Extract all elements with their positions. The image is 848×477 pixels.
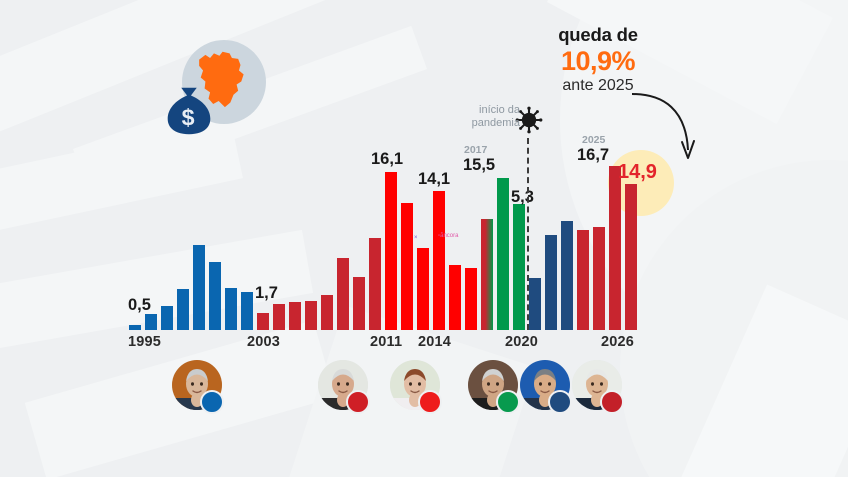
stray-mark-2: ▫ãncora [438,233,459,239]
value-label-16-1: 16,1 [371,150,404,168]
president-avatar-5[interactable] [572,360,624,414]
bar-2006[interactable] [305,301,318,330]
bar-2003[interactable] [257,313,270,330]
svg-text:$: $ [182,105,195,131]
brazil-map-icon [199,51,244,108]
value-label-5-3: 5,3 [511,188,534,206]
bar-2012[interactable] [401,203,414,330]
x-axis-label-2014: 2014 [418,334,452,350]
party-color-dot [548,390,572,414]
callout-line-3: ante 2025 [562,77,634,94]
party-color-dot [346,390,370,414]
bar-2018[interactable] [497,178,510,330]
bar-2008[interactable] [337,258,350,330]
bar-1995[interactable] [129,325,142,330]
value-label-1-7: 1,7 [255,284,278,302]
x-axis-label-1995: 1995 [128,334,162,350]
party-color-dot [418,390,442,414]
callout-percent: 10,9% [560,46,636,76]
value-label-16-7: 16,7 [577,146,610,164]
value-label-0-5: 0,5 [128,296,151,314]
bar-2017[interactable] [481,219,494,330]
year-caption-2017: 2017 [464,144,488,156]
value-label-14-9: 14,9 [618,161,657,183]
x-axis-label-2011: 2011 [370,334,403,350]
bar-2023[interactable] [577,230,590,330]
pandemic-label: início da pandemia [448,104,520,130]
bar-2016[interactable] [465,268,478,330]
coronavirus-icon [515,106,543,134]
bar-2010[interactable] [369,238,382,330]
bar-1998[interactable] [177,289,190,330]
x-axis-label-2026: 2026 [601,334,635,350]
avatar [390,360,440,410]
bar-2015[interactable] [449,265,462,330]
bar-2013[interactable] [417,248,430,330]
bar-2019[interactable] [513,204,526,330]
x-axis-label-2003: 2003 [247,334,281,350]
pandemic-vline [527,138,529,330]
bar-2026[interactable] [625,184,638,330]
bar-2014[interactable] [433,191,446,330]
bar-2005[interactable] [289,302,302,330]
pandemic-label-line1: início da [479,104,520,116]
bar-2009[interactable] [353,277,366,330]
bar-2022[interactable] [561,221,574,330]
callout-line-1: queda de [558,24,638,45]
president-avatar-0[interactable] [172,360,224,414]
bar-2025[interactable] [609,166,622,330]
party-color-dot [600,390,624,414]
bar-1999[interactable] [193,245,206,330]
president-avatar-1[interactable] [318,360,370,414]
president-avatar-2[interactable] [390,360,442,414]
stray-mark-1: × [414,235,418,241]
bar-2024[interactable] [593,227,606,330]
bar-2000[interactable] [209,262,222,330]
bar-2001[interactable] [225,288,238,330]
money-bag-icon: $ [167,87,211,135]
value-label-14-1: 14,1 [418,170,451,188]
x-axis-label-2020: 2020 [505,334,539,350]
president-avatar-4[interactable] [520,360,572,414]
drop-callout: queda de 10,9% ante 2025 [508,24,688,96]
value-label-15-5: 15,5 [463,156,496,174]
bar-2021[interactable] [545,235,558,330]
bar-2004[interactable] [273,304,286,330]
bar-2002[interactable] [241,292,254,330]
president-avatar-3[interactable] [468,360,520,414]
bar-1996[interactable] [145,314,158,330]
bar-2011[interactable] [385,172,398,330]
party-color-dot [200,390,224,414]
bar-2020[interactable] [529,278,542,330]
callout-arrow-icon [631,93,695,159]
brazil-money-icon: $ [158,36,266,142]
pandemic-label-line2: pandemia [471,117,520,129]
bar-1997[interactable] [161,306,174,330]
year-caption-2025: 2025 [582,134,606,146]
avatar [468,360,518,410]
bar-2007[interactable] [321,295,334,330]
party-color-dot [496,390,520,414]
